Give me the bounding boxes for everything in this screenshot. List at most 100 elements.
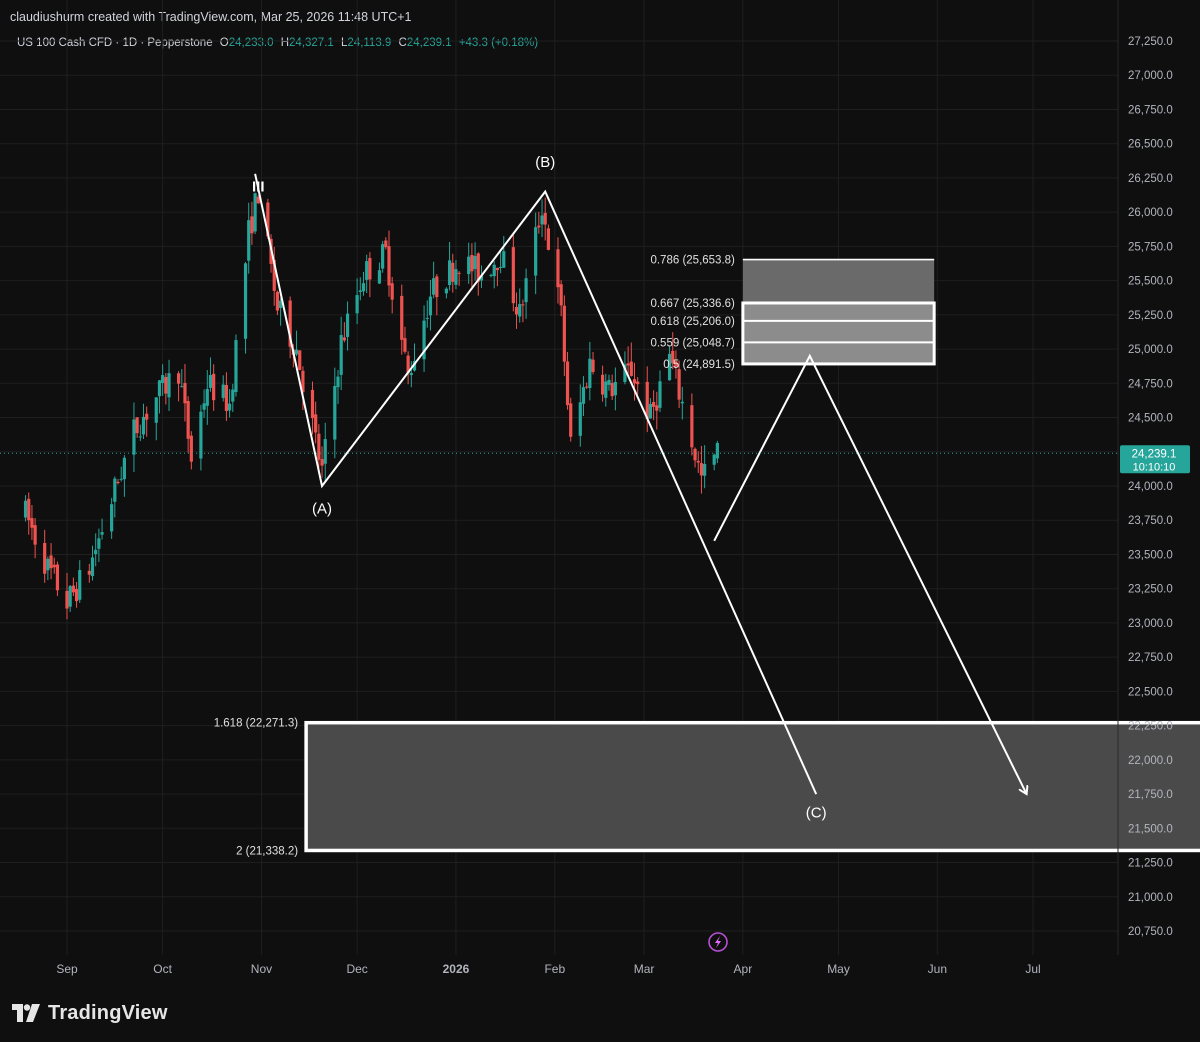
candle-body: [489, 274, 493, 276]
candle-body: [454, 269, 458, 285]
candle-body: [46, 558, 50, 571]
low-value: 24,113.9: [347, 37, 392, 49]
candle-body: [94, 549, 98, 555]
candle-body: [49, 555, 53, 569]
y-tick-label: 26,500.0: [1128, 139, 1173, 151]
candle-body: [266, 202, 270, 237]
candle-body: [110, 504, 114, 532]
candle-body: [671, 350, 675, 364]
x-tick-label: Mar: [634, 962, 655, 976]
candle-body: [205, 388, 209, 406]
wave-drawings[interactable]: [254, 173, 1027, 795]
low-label: L: [341, 37, 348, 49]
candle-body: [715, 443, 719, 459]
y-tick-label: 25,500.0: [1128, 276, 1173, 288]
axes: 27,250.0 27,000.0 26,750.0 26,500.0 26,250.0…: [0, 0, 1190, 976]
y-tick-label: 24,500.0: [1128, 413, 1173, 425]
candle-body: [521, 304, 525, 306]
candle-body: [336, 376, 340, 388]
fib-level-label: 0.786 (25,653.8): [650, 255, 735, 267]
candle-body: [74, 588, 79, 602]
lightning-icon[interactable]: [708, 932, 728, 952]
last-price-tag: [1120, 445, 1190, 474]
wave-label: (C): [806, 804, 827, 821]
tradingview-logo[interactable]: TradingView: [12, 1000, 168, 1026]
candle-body: [451, 262, 455, 282]
candle-body: [518, 304, 522, 317]
price-chart[interactable]: 0.786 (25,653.8) 0.667 (25,336.6) 0.618 (2…: [0, 0, 1200, 990]
candle-body: [610, 383, 614, 397]
candle-body: [55, 564, 60, 591]
y-tick-label: 21,750.0: [1128, 789, 1173, 801]
symbol-legend: US 100 Cash CFD · 1D · Pepperstone O24,2…: [17, 37, 538, 49]
candle-body: [377, 270, 382, 284]
open-value: 24,233.0: [228, 37, 274, 49]
candle-body: [629, 361, 633, 376]
candle-body: [68, 586, 72, 607]
y-tick-label: 22,000.0: [1128, 755, 1173, 767]
candle-body: [333, 385, 337, 440]
candle-body: [256, 196, 260, 204]
candle-body: [607, 379, 611, 385]
candle-body: [272, 259, 276, 291]
candle-body: [27, 498, 31, 521]
candle-body: [279, 300, 283, 308]
fib-level-label: 0.618 (25,206.0): [650, 316, 735, 328]
candle-body: [342, 337, 346, 341]
candle-body: [556, 249, 560, 288]
candle-body: [358, 290, 362, 292]
candle-body: [247, 220, 251, 261]
candle-body: [425, 317, 429, 319]
candle-body: [234, 340, 238, 393]
candle-body: [243, 263, 248, 339]
candle-body: [677, 369, 681, 400]
candle-body: [186, 401, 190, 439]
candle-body: [514, 307, 519, 315]
candle-body: [699, 463, 704, 476]
change-value: +43.3 (+0.18%): [458, 37, 539, 49]
candle-body: [588, 358, 592, 389]
candle-body: [167, 373, 171, 398]
candle-body: [645, 381, 649, 420]
extension-level-label: 1.618 (22,271.3): [214, 718, 299, 730]
open-label: O: [219, 37, 229, 49]
candle-body: [365, 261, 369, 280]
candle-body: [78, 570, 82, 600]
candle-body: [655, 405, 659, 411]
candle-body: [406, 355, 410, 374]
chart-attribution: claudiushurm created with TradingView.co…: [10, 10, 412, 24]
candle-body: [581, 387, 586, 404]
candle-body: [703, 463, 707, 476]
fib-level-label: 0.5 (24,891.5): [663, 359, 735, 371]
candle-body: [511, 247, 515, 304]
wave-label: III: [252, 179, 265, 196]
candle-body: [470, 255, 474, 272]
candle-body: [428, 296, 433, 316]
candle-body: [135, 417, 139, 434]
symbol-title[interactable]: US 100 Cash CFD · 1D · Pepperstone: [17, 37, 213, 49]
candle-body: [227, 403, 232, 411]
candle-body: [693, 448, 697, 461]
candle-body: [667, 353, 672, 381]
x-tick-label: 2026: [443, 962, 470, 976]
candle-body: [495, 267, 499, 271]
y-tick-label: 27,000.0: [1128, 70, 1173, 82]
logo-text: TradingView: [48, 1001, 168, 1024]
wave-2[interactable]: [713, 353, 1026, 794]
candle-body: [317, 433, 321, 460]
candle-body: [122, 457, 126, 480]
candle-body: [400, 295, 404, 340]
candle-body: [138, 436, 142, 438]
y-tick-label: 20,750.0: [1128, 926, 1173, 938]
candle-body: [636, 381, 640, 385]
candle-body: [253, 193, 257, 232]
close-label: C: [398, 37, 407, 49]
y-tick-label: 23,250.0: [1128, 584, 1173, 596]
candle-body: [221, 384, 225, 398]
candle-body: [250, 216, 254, 234]
candle-body: [623, 364, 627, 382]
y-tick-label: 21,250.0: [1128, 858, 1173, 870]
candle-body: [119, 478, 123, 480]
candle-body: [154, 397, 158, 423]
wave-1[interactable]: [254, 173, 818, 795]
